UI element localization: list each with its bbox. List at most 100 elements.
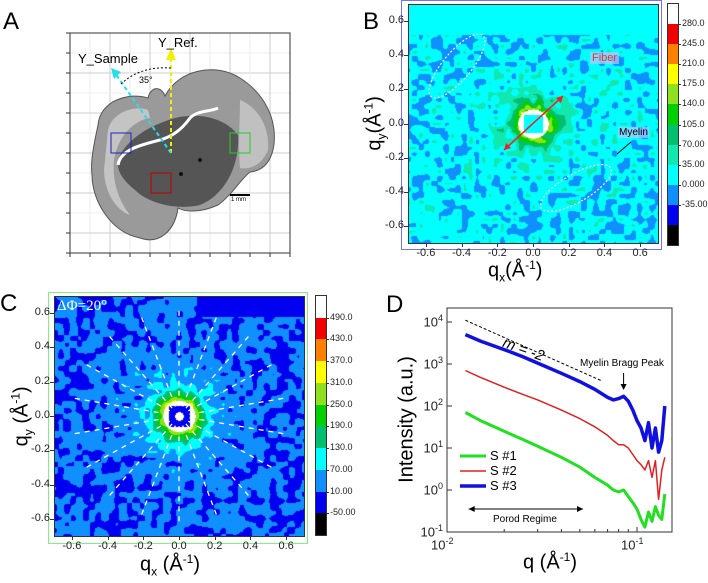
colorbar-tick bbox=[678, 104, 681, 106]
y-tick-mark bbox=[50, 313, 54, 315]
panel-b-frame bbox=[401, 0, 662, 250]
colorbar-label: -35.00 bbox=[682, 198, 708, 209]
panel-label-a: A bbox=[3, 8, 20, 35]
x-tick-label: 0.4 bbox=[596, 247, 613, 259]
colorbar-label: 210.0 bbox=[682, 58, 705, 69]
colorbar-tick bbox=[678, 184, 681, 186]
plot-border bbox=[446, 307, 673, 533]
angle-label: 35° bbox=[139, 75, 153, 85]
y-tick-mark bbox=[404, 191, 408, 193]
y-tick-label: 0.0 bbox=[34, 409, 50, 421]
ventricle bbox=[116, 106, 219, 166]
colorbar-band bbox=[668, 44, 678, 65]
colorbar-tick bbox=[326, 404, 329, 406]
x-tick-label: -0.4 bbox=[98, 540, 118, 552]
x-tick-mark bbox=[533, 243, 534, 247]
angle-arc bbox=[120, 67, 172, 85]
x-tick-label: 0.4 bbox=[242, 540, 259, 552]
panel-c-frame bbox=[48, 292, 308, 544]
colorbar-tick bbox=[326, 339, 329, 341]
colorbar-label: 35.00 bbox=[682, 158, 705, 169]
y-tick-label: 0.2 bbox=[34, 374, 50, 387]
y-tick-label: 102 bbox=[423, 397, 443, 414]
peak-label: Myelin Bragg Peak bbox=[580, 358, 664, 369]
colorbar-tick bbox=[678, 124, 681, 126]
panel-label-d: D bbox=[386, 291, 404, 318]
legend-label: S #3 bbox=[490, 478, 517, 493]
legend-label: S #1 bbox=[490, 448, 517, 463]
y-tick-label: -0.6 bbox=[385, 218, 404, 231]
y-tick-label: 103 bbox=[423, 355, 443, 372]
x-tick-mark bbox=[461, 243, 463, 247]
y-tick-mark bbox=[404, 55, 408, 57]
colorbar-tick bbox=[678, 164, 681, 166]
y-tick-mark bbox=[50, 450, 54, 452]
panel-label-b: B bbox=[363, 8, 380, 35]
y-sample-arrow bbox=[116, 75, 172, 154]
colorbar-band bbox=[668, 24, 678, 45]
colorbar-tick bbox=[326, 513, 329, 515]
colorbar-label: 280.0 bbox=[682, 18, 705, 29]
sector-line bbox=[189, 417, 289, 436]
d-x-axis-label: q (Å-1) bbox=[523, 550, 578, 574]
y-tick-mark bbox=[50, 347, 54, 349]
colorbar-label: 245.0 bbox=[682, 38, 705, 49]
colorbar-tick bbox=[326, 382, 329, 384]
sector-line bbox=[69, 396, 169, 415]
colorbar-label: 490.0 bbox=[330, 311, 353, 322]
colorbar-band bbox=[316, 469, 326, 493]
x-tick-label: 10-2 bbox=[431, 536, 454, 553]
colorbar-label: 175.0 bbox=[682, 78, 705, 89]
colorbar-label: 105.0 bbox=[682, 118, 705, 129]
x-tick-label: 0.0 bbox=[525, 247, 541, 259]
colorbar-band bbox=[316, 513, 326, 536]
colorbar-tick bbox=[326, 426, 329, 428]
scale-bar-label: 1 mm bbox=[231, 197, 246, 203]
fiber-region-ellipse-upper bbox=[428, 33, 486, 99]
x-tick-label: 0.2 bbox=[207, 540, 223, 552]
colorbar-tick bbox=[678, 84, 681, 86]
colorbar-tick bbox=[678, 24, 681, 26]
y-tick-label: 0.2 bbox=[388, 82, 404, 95]
peak-arrowhead bbox=[620, 384, 627, 390]
y-tick-mark bbox=[50, 381, 54, 383]
y-tick-mark bbox=[50, 484, 54, 486]
myelin-direction-arrow bbox=[616, 141, 632, 155]
colorbar-label: 430.0 bbox=[330, 333, 353, 344]
colorbar-band bbox=[668, 184, 678, 206]
colorbar-band bbox=[668, 204, 678, 226]
myelin-label: Myelin bbox=[618, 127, 649, 138]
y-tick-label: 0.6 bbox=[388, 14, 404, 27]
x-tick-mark bbox=[71, 536, 73, 540]
sector-line bbox=[189, 396, 289, 415]
colorbar-tick bbox=[326, 491, 329, 493]
y-tick-label: 0.4 bbox=[388, 48, 404, 61]
x-tick-label: -0.2 bbox=[487, 247, 507, 259]
colorbar-label: 130.0 bbox=[330, 442, 353, 453]
y-tick-label: 0.0 bbox=[388, 116, 404, 129]
colorbar-tick bbox=[326, 448, 329, 450]
colorbar-band bbox=[316, 382, 326, 406]
colorbar-band bbox=[316, 317, 326, 340]
colorbar-band bbox=[668, 144, 678, 166]
colorbar-band bbox=[316, 426, 326, 449]
y-tick-label: -0.2 bbox=[31, 443, 50, 456]
x-tick-mark bbox=[214, 536, 216, 540]
sector-line bbox=[82, 362, 171, 412]
y-tick-mark bbox=[404, 123, 408, 125]
colorbar-band bbox=[668, 164, 678, 186]
sector-line bbox=[107, 334, 173, 409]
sector-line bbox=[185, 334, 251, 409]
colorbar-band bbox=[668, 104, 678, 125]
y-tick-label: 10-1 bbox=[420, 523, 443, 540]
y-tick-label: -0.4 bbox=[385, 184, 404, 197]
colorbar-label: 0.000 bbox=[682, 178, 705, 189]
series-line-2 bbox=[465, 369, 666, 501]
x-tick-label: 0.6 bbox=[278, 540, 294, 552]
colorbar-label: 370.0 bbox=[330, 355, 353, 366]
sector-line bbox=[69, 417, 169, 436]
x-tick-mark bbox=[604, 243, 606, 247]
b-x-axis-label: qx(Å-1) bbox=[488, 258, 543, 285]
